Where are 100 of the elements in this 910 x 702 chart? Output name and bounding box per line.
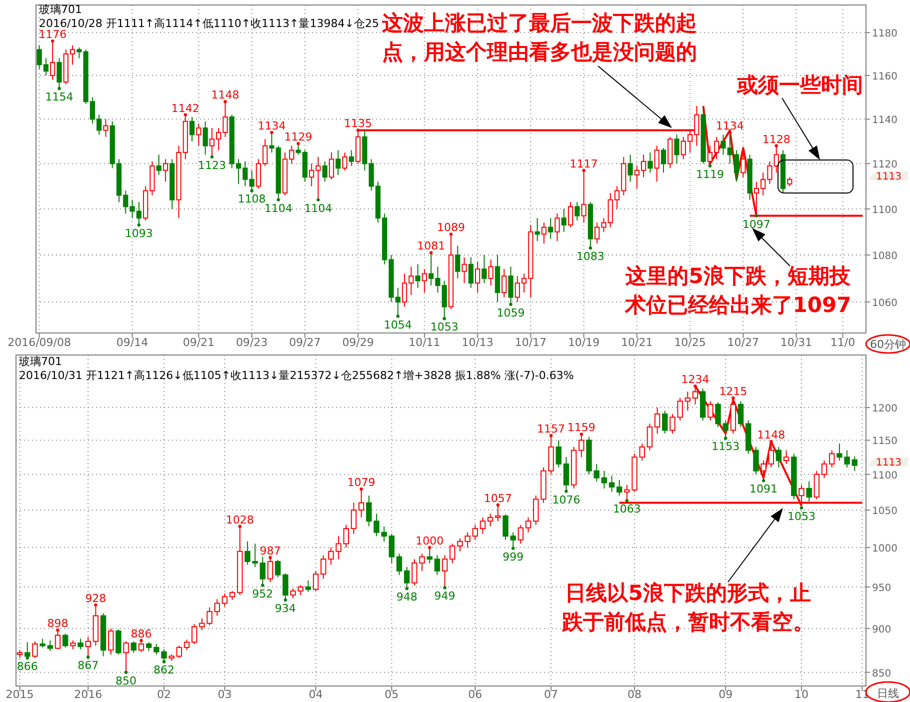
x-tick-label: 09/14 bbox=[116, 336, 148, 349]
data-label: 1142 bbox=[171, 102, 200, 115]
candlestick bbox=[305, 580, 312, 592]
point bbox=[625, 499, 629, 502]
point bbox=[250, 189, 254, 192]
candlestick bbox=[274, 559, 281, 578]
x-tick-label: 06 bbox=[468, 688, 482, 701]
data-label: 850 bbox=[116, 674, 137, 688]
annotation: 日线以5浪下跌的形式，止跌于前低点，暂时不看空。 bbox=[561, 581, 814, 634]
candlestick bbox=[176, 645, 182, 659]
candlestick bbox=[502, 268, 507, 298]
candlestick bbox=[601, 470, 608, 489]
chart-title: 玻璃701 bbox=[19, 355, 62, 368]
x-tick-label: 10/11 bbox=[408, 336, 440, 349]
candlestick bbox=[654, 407, 660, 434]
candlestick bbox=[662, 410, 668, 434]
candlestick bbox=[753, 446, 759, 475]
candlestick bbox=[358, 488, 364, 518]
point bbox=[56, 628, 60, 632]
candlestick bbox=[568, 202, 574, 228]
candlestick bbox=[342, 152, 348, 171]
candlestick bbox=[396, 553, 402, 576]
data-label: 1148 bbox=[211, 88, 240, 102]
data-label: 1148 bbox=[757, 428, 786, 442]
candlestick bbox=[78, 638, 84, 650]
candlestick bbox=[674, 134, 680, 164]
candlestick bbox=[50, 40, 56, 80]
candlestick bbox=[563, 456, 570, 492]
point bbox=[224, 100, 227, 104]
x-tick-label: 11/0 bbox=[830, 336, 856, 349]
candlestick bbox=[348, 150, 354, 166]
point bbox=[762, 479, 766, 482]
data-label: 1053 bbox=[787, 510, 816, 523]
candlestick bbox=[282, 572, 288, 600]
data-label: 1057 bbox=[484, 492, 512, 505]
candlestick bbox=[648, 152, 653, 174]
candlestick bbox=[260, 556, 266, 586]
y-tick-label: 1050 bbox=[872, 506, 898, 518]
data-label: 1135 bbox=[344, 117, 372, 130]
candlestick bbox=[708, 400, 714, 421]
x-tick-label: 10/25 bbox=[674, 336, 706, 349]
candlestick bbox=[518, 524, 524, 544]
candlestick bbox=[103, 118, 108, 138]
candlestick bbox=[787, 176, 792, 187]
y-tick-label: 1100 bbox=[872, 470, 898, 482]
data-label: 862 bbox=[153, 664, 174, 677]
candlestick bbox=[561, 208, 566, 232]
y-tick-label: 950 bbox=[872, 582, 892, 594]
y-tick-label: 1060 bbox=[872, 298, 898, 309]
data-label: 1153 bbox=[712, 440, 740, 454]
data-label: 866 bbox=[16, 660, 38, 674]
x-tick-label: 09 bbox=[718, 688, 733, 701]
point bbox=[428, 546, 432, 550]
candlestick bbox=[525, 516, 532, 533]
candlestick bbox=[202, 120, 208, 156]
candlestick bbox=[32, 640, 38, 659]
point bbox=[296, 142, 300, 146]
candlestick bbox=[426, 547, 432, 564]
data-label: 1079 bbox=[347, 476, 376, 490]
point bbox=[137, 223, 141, 227]
annotation: 或须一些时间 bbox=[736, 73, 863, 97]
candlestick bbox=[116, 628, 122, 655]
point bbox=[162, 660, 166, 664]
data-label: 1076 bbox=[552, 493, 580, 506]
data-label: 1134 bbox=[258, 119, 286, 132]
candlestick bbox=[320, 554, 326, 580]
x-tick-label: 10 bbox=[794, 688, 808, 701]
data-label: 1093 bbox=[124, 226, 153, 240]
candlestick bbox=[56, 58, 62, 90]
point bbox=[26, 656, 29, 660]
candlestick bbox=[472, 524, 478, 540]
y-tick-label: 1150 bbox=[872, 436, 898, 448]
candlestick bbox=[616, 479, 622, 496]
candlestick bbox=[184, 639, 190, 651]
point bbox=[124, 670, 128, 674]
point bbox=[268, 556, 272, 560]
x-tick-label: 02 bbox=[156, 688, 171, 701]
point bbox=[316, 198, 320, 202]
point bbox=[496, 503, 500, 507]
candlestick bbox=[628, 154, 633, 182]
data-label: 1134 bbox=[716, 119, 744, 132]
candlestick bbox=[222, 592, 228, 608]
data-label: 1234 bbox=[681, 373, 710, 386]
data-label: 1000 bbox=[416, 534, 444, 548]
candlestick bbox=[388, 533, 395, 564]
text: 2016/10/28 开1111↑高1114↑低1110↑收1113↑量13984↓仓25 bbox=[39, 17, 379, 30]
candlestick bbox=[138, 640, 144, 652]
point bbox=[94, 603, 98, 607]
point bbox=[396, 314, 400, 318]
x-tick-label: 09/21 bbox=[182, 336, 215, 349]
y-tick-label: 1080 bbox=[872, 251, 898, 262]
candlestick bbox=[738, 400, 744, 428]
data-label: 1104 bbox=[264, 202, 292, 215]
candlestick bbox=[267, 557, 274, 583]
candlestick bbox=[468, 256, 474, 288]
candlestick bbox=[480, 516, 486, 534]
candlestick bbox=[482, 254, 487, 284]
candlestick bbox=[495, 504, 501, 522]
x-tick-label: 2016/09/08 bbox=[8, 336, 72, 349]
x-tick-label: 10/31 bbox=[780, 336, 812, 349]
